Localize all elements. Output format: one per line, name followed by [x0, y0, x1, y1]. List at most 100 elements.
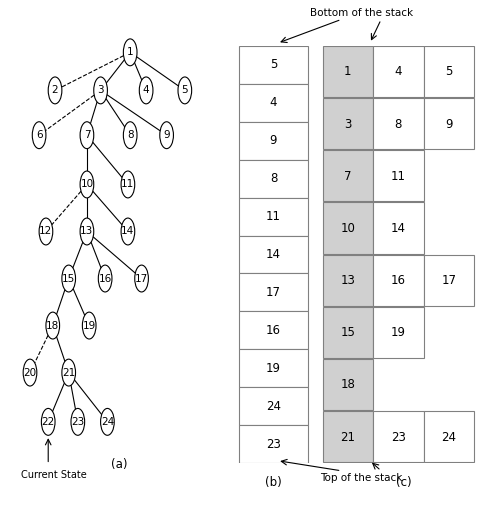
Circle shape	[135, 265, 148, 292]
Bar	[373, 98, 424, 149]
Text: 5: 5	[182, 86, 188, 95]
Circle shape	[139, 77, 153, 104]
Circle shape	[23, 359, 37, 386]
Circle shape	[100, 408, 114, 435]
Text: 3: 3	[98, 86, 104, 95]
Text: 23: 23	[71, 417, 85, 427]
Bar	[323, 46, 373, 97]
Bar	[239, 349, 308, 387]
Bar	[424, 98, 474, 149]
Text: 11: 11	[391, 169, 406, 183]
Bar	[239, 46, 308, 84]
Text: Bottom of the stack: Bottom of the stack	[310, 8, 413, 18]
Text: 16: 16	[266, 324, 281, 337]
Circle shape	[121, 218, 135, 245]
Bar	[323, 254, 373, 306]
Text: 19: 19	[266, 362, 281, 375]
Circle shape	[62, 359, 76, 386]
Text: 11: 11	[266, 210, 281, 223]
Circle shape	[46, 312, 59, 339]
Text: 24: 24	[442, 431, 456, 444]
Bar	[323, 98, 373, 149]
Bar	[373, 203, 424, 253]
Circle shape	[32, 122, 46, 149]
Bar	[239, 122, 308, 160]
Circle shape	[39, 218, 53, 245]
Text: 11: 11	[121, 180, 135, 189]
Bar	[239, 160, 308, 197]
Bar	[424, 411, 474, 462]
Text: 23: 23	[391, 431, 406, 444]
Circle shape	[123, 39, 137, 66]
Bar	[239, 84, 308, 122]
Text: 4: 4	[395, 65, 402, 78]
Text: Current State: Current State	[21, 470, 87, 480]
Bar	[239, 197, 308, 236]
Text: 7: 7	[84, 130, 90, 140]
Circle shape	[71, 408, 85, 435]
Text: 18: 18	[341, 378, 355, 391]
Text: 10: 10	[341, 222, 355, 235]
Text: 10: 10	[80, 180, 94, 189]
Text: 15: 15	[62, 273, 75, 284]
Text: 20: 20	[23, 367, 37, 378]
Text: 6: 6	[36, 130, 43, 140]
Text: 16: 16	[99, 273, 112, 284]
Circle shape	[123, 122, 137, 149]
Text: 4: 4	[143, 86, 149, 95]
Text: 15: 15	[341, 326, 355, 340]
Bar	[323, 411, 373, 462]
Text: Top of the stack: Top of the stack	[320, 473, 402, 484]
Text: 13: 13	[80, 227, 94, 237]
Text: 18: 18	[46, 321, 59, 330]
Text: 8: 8	[395, 118, 402, 131]
Text: (c): (c)	[396, 476, 411, 489]
Text: 14: 14	[266, 248, 281, 261]
Text: (b): (b)	[265, 476, 282, 489]
Bar	[424, 46, 474, 97]
Text: 5: 5	[270, 59, 277, 71]
Text: 9: 9	[445, 118, 452, 131]
Bar	[373, 46, 424, 97]
Circle shape	[80, 171, 94, 198]
Text: 19: 19	[391, 326, 406, 340]
Text: 1: 1	[127, 47, 134, 58]
Bar	[373, 411, 424, 462]
Circle shape	[80, 122, 94, 149]
Circle shape	[48, 77, 62, 104]
Text: 13: 13	[341, 274, 355, 287]
Text: 8: 8	[127, 130, 134, 140]
Text: 23: 23	[266, 438, 281, 450]
Circle shape	[82, 312, 96, 339]
Circle shape	[121, 171, 135, 198]
Bar	[373, 254, 424, 306]
Text: 1: 1	[344, 65, 351, 78]
Text: 19: 19	[83, 321, 96, 330]
Bar	[239, 236, 308, 273]
Text: 17: 17	[266, 286, 281, 299]
Bar	[239, 312, 308, 349]
Text: 12: 12	[39, 227, 52, 237]
Text: 9: 9	[163, 130, 170, 140]
Text: 24: 24	[266, 400, 281, 413]
Circle shape	[178, 77, 192, 104]
Bar	[323, 203, 373, 253]
Text: 14: 14	[121, 227, 135, 237]
Circle shape	[94, 77, 107, 104]
Text: 7: 7	[344, 169, 351, 183]
Circle shape	[62, 265, 76, 292]
Bar	[323, 150, 373, 202]
Text: 9: 9	[270, 134, 277, 147]
Circle shape	[99, 265, 112, 292]
Circle shape	[160, 122, 173, 149]
Text: 14: 14	[391, 222, 406, 235]
Text: 21: 21	[341, 431, 355, 444]
Text: 8: 8	[270, 172, 277, 185]
Circle shape	[80, 218, 94, 245]
Text: 3: 3	[344, 118, 351, 131]
Circle shape	[42, 408, 55, 435]
Bar	[424, 254, 474, 306]
Bar	[239, 273, 308, 312]
Text: 17: 17	[442, 274, 456, 287]
Bar	[323, 306, 373, 358]
